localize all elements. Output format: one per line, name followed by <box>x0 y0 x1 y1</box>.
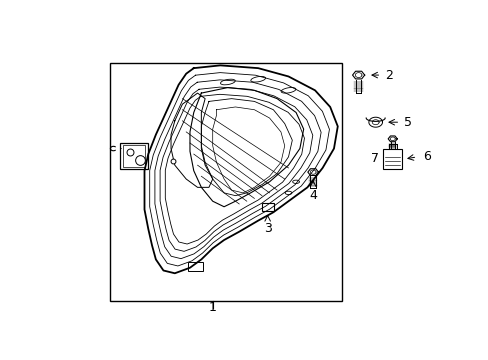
Text: 6: 6 <box>422 150 430 163</box>
Bar <box>110 63 341 301</box>
Bar <box>383 149 401 169</box>
Text: 5: 5 <box>403 116 411 129</box>
Text: 4: 4 <box>308 189 316 202</box>
Bar <box>120 143 148 169</box>
Text: 1: 1 <box>208 301 216 314</box>
Bar <box>188 262 203 270</box>
Text: 3: 3 <box>263 222 271 235</box>
Bar <box>261 203 273 211</box>
Text: 2: 2 <box>385 68 392 82</box>
Text: 7: 7 <box>371 152 379 165</box>
Bar <box>122 145 145 167</box>
